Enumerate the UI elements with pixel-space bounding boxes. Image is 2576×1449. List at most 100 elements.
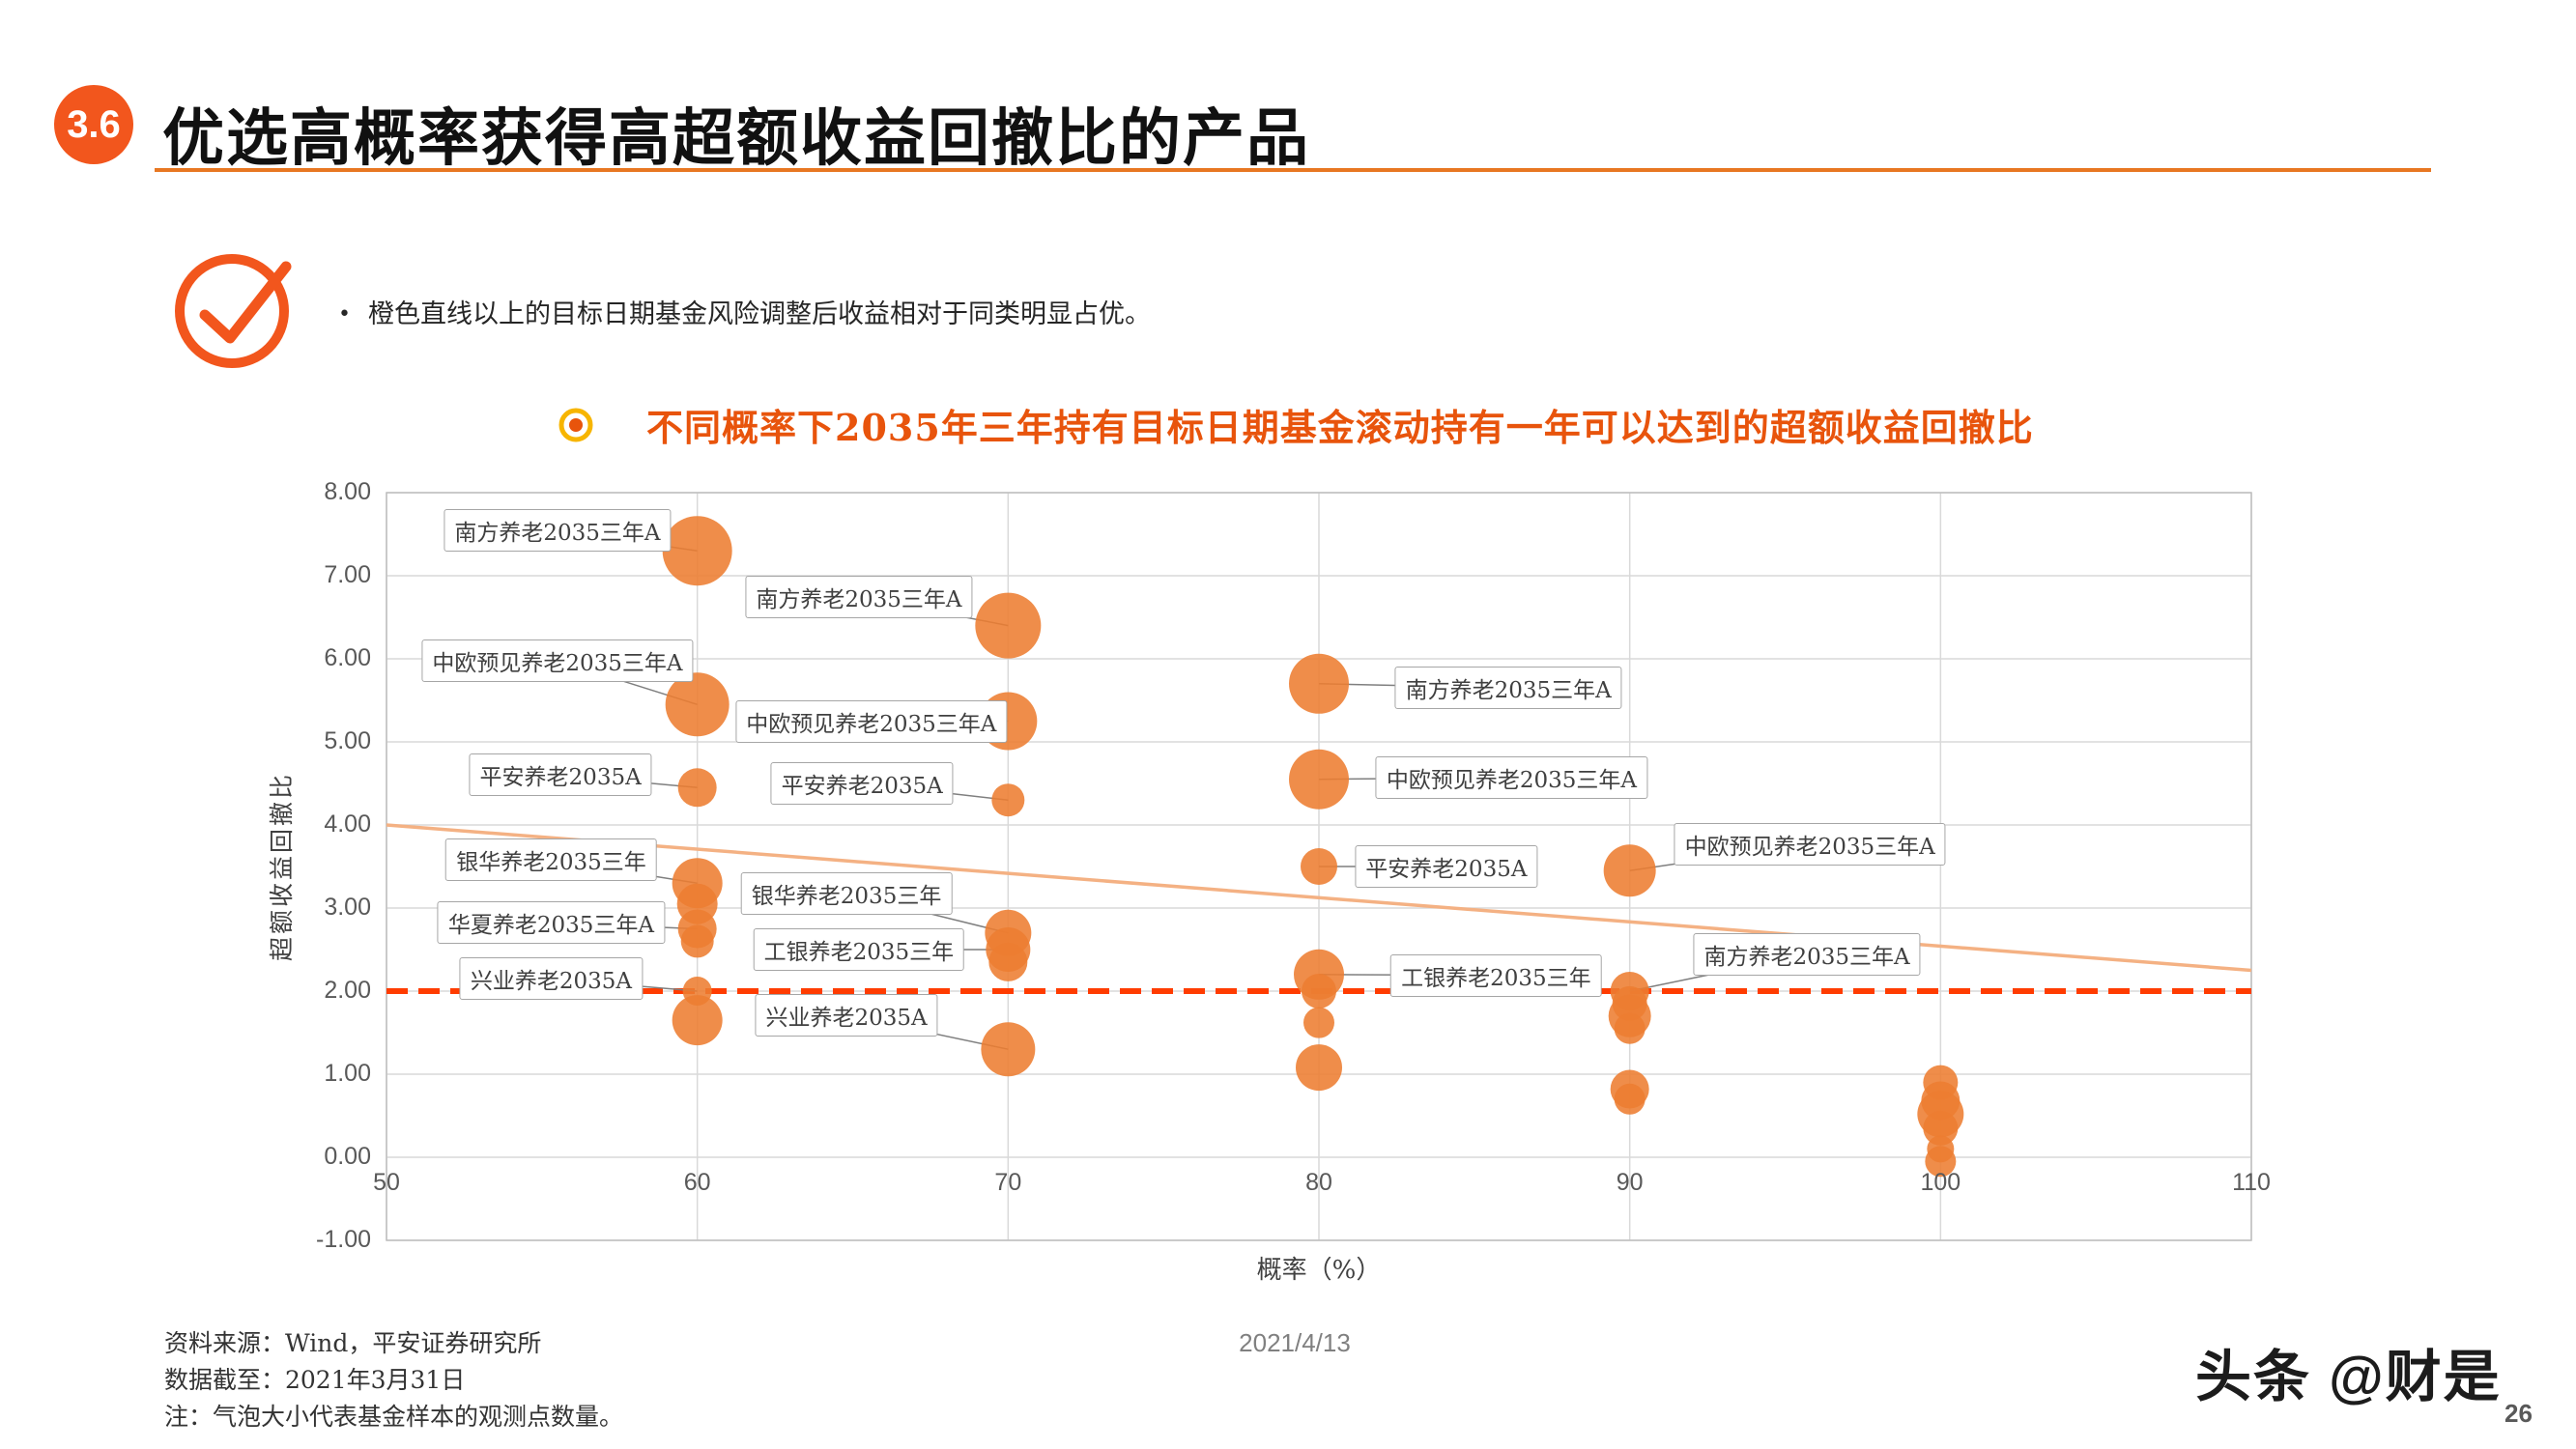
data-bubble [979,692,1038,751]
x-axis-tick-label: 100 [1920,1169,1961,1196]
x-axis-tick-label: 60 [683,1169,711,1196]
data-bubble [986,927,1031,972]
fund-label: 工银养老2035三年 [753,928,965,971]
data-bubble [988,942,1028,981]
fund-label: 中欧预见养老2035三年A [421,639,694,682]
fund-label: 南方养老2035三年A [1693,933,1921,977]
footer-date: 2021/4/13 [1239,1328,1351,1357]
fund-label: 南方养老2035三年A [745,575,973,618]
data-bubble [981,1022,1036,1077]
bullet-text: • 橙色直线以上的目标日期基金风险调整后收益相对于同类明显占优。 [338,293,1151,330]
fund-label: 平安养老2035A [1355,845,1538,888]
watermark: 头条 @财是 [2195,1346,2502,1408]
bullet-text-content: 橙色直线以上的目标日期基金风险调整后收益相对于同类明显占优。 [367,299,1151,329]
data-bubble [985,909,1032,956]
fund-label: 银华养老2035三年 [445,838,657,882]
data-bubble [1302,974,1336,1009]
chart-title-row: 不同概率下2035年三年持有目标日期基金滚动持有一年可以达到的超额收益回撤比 [556,398,2034,451]
page-number: 26 [2504,1399,2533,1428]
fund-label: 华夏养老2035三年A [437,901,666,945]
y-axis-tick-label: 5.00 [324,727,371,754]
label-leader-line [551,922,698,930]
data-bubble [1603,844,1656,897]
data-bubble [1923,1065,1959,1100]
data-bubble [662,516,732,586]
fund-label: 中欧预见养老2035三年A [1375,755,1647,799]
data-bubble [1608,994,1651,1037]
label-leader-line [1629,843,1811,872]
x-axis-tick-label: 90 [1616,1169,1644,1196]
data-bubble [677,909,717,949]
section-number-badge: 3.6 [54,85,133,164]
data-bubble [1614,1012,1646,1044]
y-axis-tick-label: 3.00 [324,894,371,921]
data-bubble [975,592,1042,659]
label-leader-line [1318,974,1497,977]
data-bubble [1921,1081,1961,1121]
x-axis-title: 概率（%） [1256,1256,1382,1285]
bullseye-icon [558,408,593,441]
data-bubble [1289,749,1349,810]
y-axis-tick-label: 8.00 [324,478,371,505]
fund-label: 中欧预见养老2035三年A [1674,822,1946,866]
title-underline [155,168,2431,172]
label-leader-line [551,859,698,884]
trend-line [386,823,2252,973]
label-leader-line [845,1014,1009,1050]
fund-label: 南方养老2035三年A [1394,667,1622,710]
data-bubble [1610,1069,1649,1109]
data-bubble [665,672,730,737]
data-bubble [1301,848,1337,885]
label-leader-line [560,774,698,789]
data-bubble [672,858,723,909]
x-axis-tick-label: 80 [1305,1169,1332,1196]
checkmark-icon [172,242,307,377]
data-bubble [672,995,723,1046]
label-leader-line [557,528,698,552]
data-bubble [1610,972,1649,1010]
label-leader-line [551,978,698,992]
fund-label: 平安养老2035A [469,753,652,797]
y-axis-tick-label: 7.00 [324,561,371,588]
fund-label: 平安养老2035A [770,762,954,805]
data-bubble [1925,1146,1957,1178]
y-axis-tick-label: 6.00 [324,644,371,671]
fund-label: 中欧预见养老2035三年A [735,699,1008,743]
x-axis-tick-label: 70 [994,1169,1022,1196]
source-note: 资料来源：Wind，平安证券研究所 [164,1329,542,1357]
data-bubble [680,924,714,958]
plot-border [386,492,2252,1241]
y-axis-tick-label: 2.00 [324,977,371,1004]
data-bubble [1923,1110,1959,1146]
data-bubble [682,977,712,1006]
data-bubble [1296,1044,1342,1092]
fund-label: 工银养老2035三年 [1390,953,1602,997]
footer-notes: 资料来源：Wind，平安证券研究所 数据截至：2021年3月31日 注：气泡大小… [164,1325,623,1435]
data-bubble [1927,1135,1955,1163]
x-axis-tick-label: 110 [2232,1169,2271,1196]
fund-label: 南方养老2035三年A [444,508,672,552]
data-bubble [1303,1007,1334,1038]
data-bubble [1612,985,1647,1021]
data-bubble [1917,1091,1964,1138]
data-bubble [676,883,718,924]
bubble-size-note: 注：气泡大小代表基金样本的观测点数量。 [164,1403,624,1431]
data-bubble [1289,653,1349,714]
page-title: 优选高概率获得高超额收益回撤比的产品 [162,102,1310,175]
bullet-dot: • [338,302,351,327]
data-bubble [991,783,1025,817]
label-leader-line [557,660,698,706]
data-bubble [677,768,717,808]
y-axis-tick-label: -1.00 [316,1226,371,1253]
y-axis-tick-label: 0.00 [324,1143,371,1170]
asof-note: 数据截至：2021年3月31日 [164,1366,466,1394]
y-axis-tick-label: 4.00 [324,810,371,838]
fund-label: 银华养老2035三年 [740,871,953,915]
y-axis-tick-label: 1.00 [324,1060,371,1087]
fund-label: 兴业养老2035A [755,993,938,1037]
data-bubble [1614,1083,1646,1115]
chart-title: 不同概率下2035年三年持有目标日期基金滚动持有一年可以达到的超额收益回撤比 [646,406,2034,449]
